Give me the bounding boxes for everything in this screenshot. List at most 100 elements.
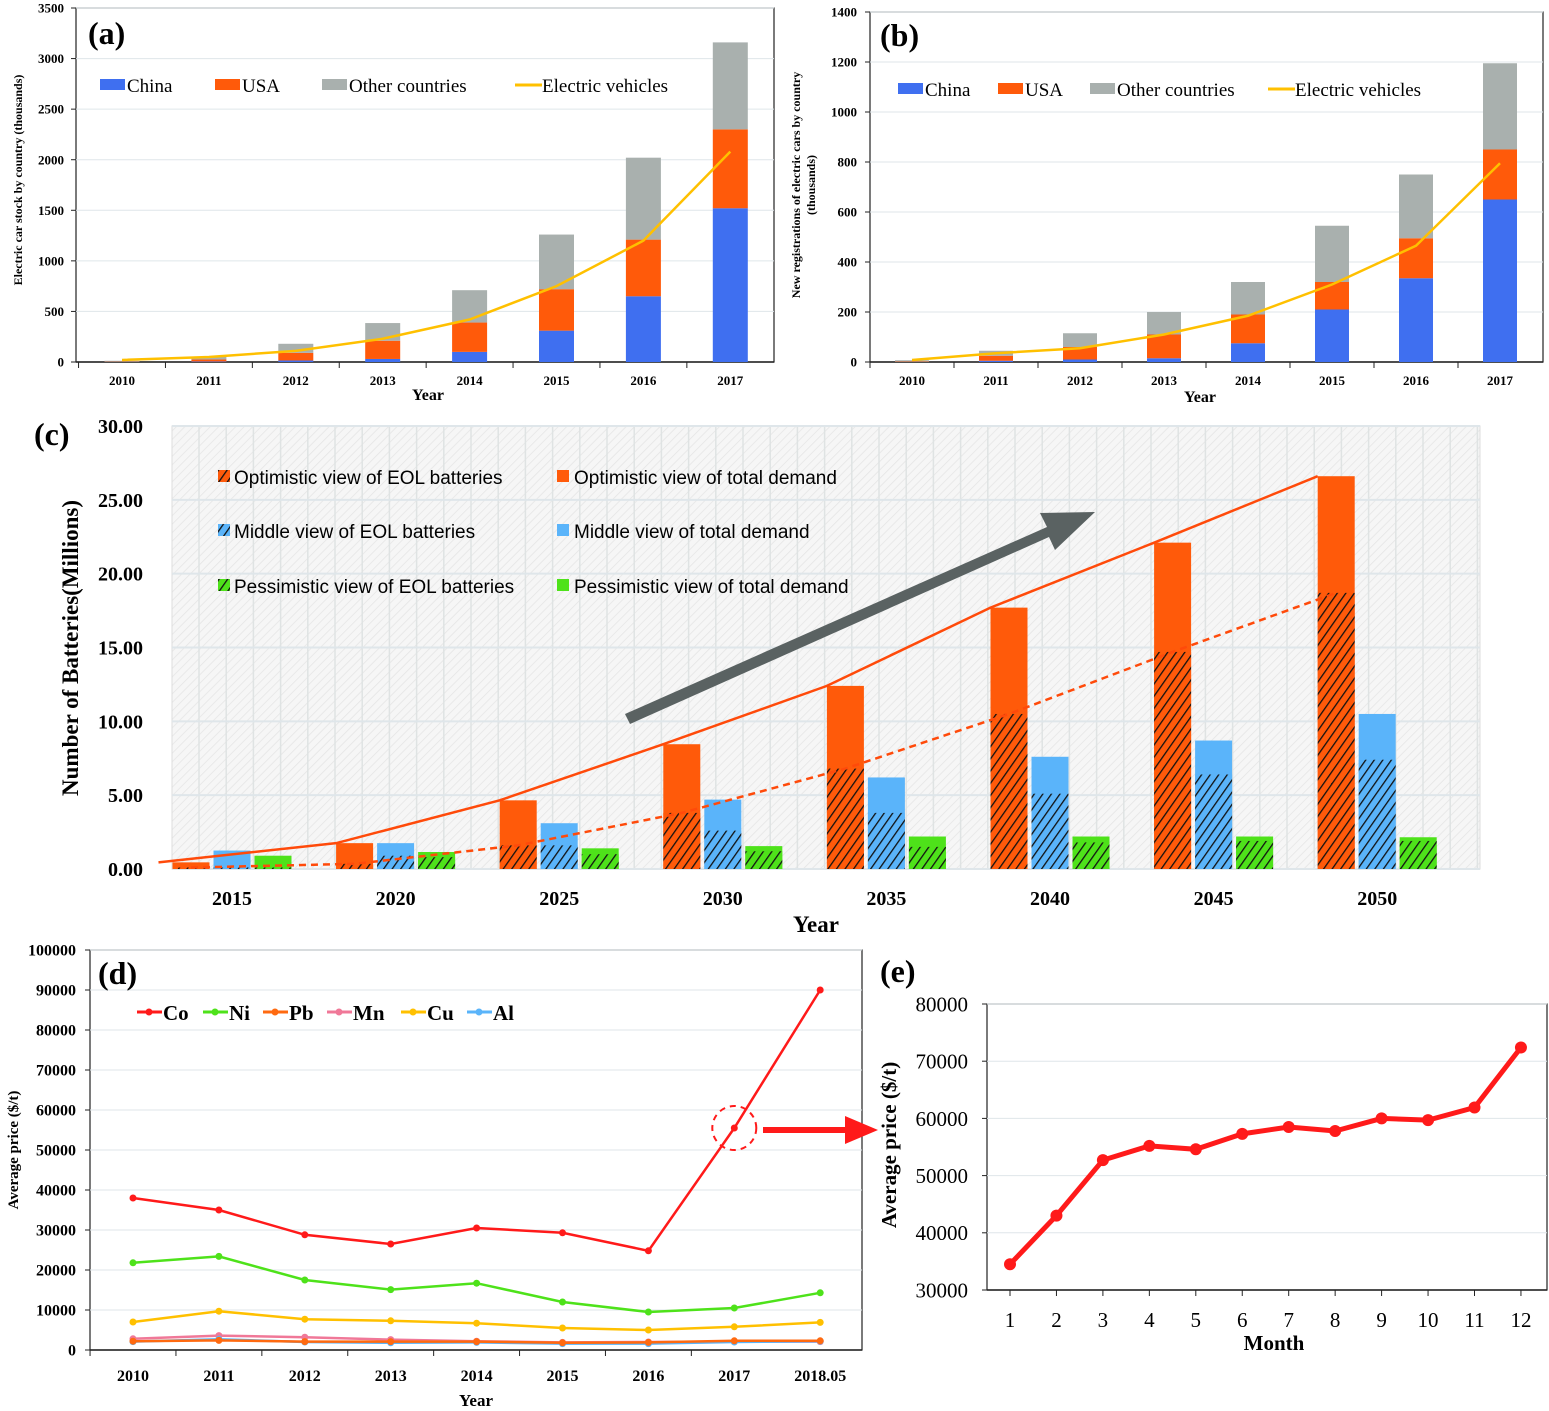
bar-eol-batteries (1072, 842, 1110, 869)
legend-label: Pessimistic view of total demand (574, 577, 849, 598)
data-point (1375, 1112, 1388, 1125)
bar-eol-batteries (213, 867, 251, 869)
bar-other-countries (1231, 282, 1265, 315)
y-tick-label: 50000 (916, 1164, 969, 1188)
bar-eol-batteries (1358, 759, 1396, 869)
data-point (301, 1315, 309, 1323)
data-point (1468, 1101, 1481, 1114)
x-tick-label: 2020 (376, 888, 416, 910)
data-point (1422, 1114, 1435, 1127)
data-point (129, 1194, 137, 1202)
y-tick-label: 3500 (38, 1, 64, 16)
data-point (387, 1286, 395, 1294)
bar-total-demand (254, 855, 292, 869)
y-tick-label: 90000 (36, 983, 76, 1000)
legend-swatch (998, 83, 1023, 94)
legend-label: Electric vehicles (542, 76, 668, 97)
bar-eol-batteries (1195, 774, 1233, 869)
bar-other-countries (1063, 333, 1097, 347)
legend-label: Co (163, 1001, 189, 1025)
x-tick-label: 2011 (203, 1368, 234, 1385)
bar-eol-batteries (418, 857, 456, 869)
bar-other-countries (1315, 225, 1349, 282)
y-tick-label: 70000 (916, 1050, 969, 1074)
bar-eol-batteries (867, 812, 905, 869)
bar-china (625, 296, 661, 362)
x-tick-label: 2030 (703, 888, 743, 910)
legend-label: Mn (353, 1001, 385, 1025)
data-point (816, 1337, 824, 1345)
legend-marker (409, 1008, 417, 1016)
x-tick-label: 2012 (289, 1368, 321, 1385)
y-tick-label: 0 (851, 355, 858, 370)
x-tick-label: 9 (1376, 1308, 1387, 1332)
data-point (644, 1247, 652, 1255)
y-axis-title: Number of Batteries(Millions) (58, 500, 83, 796)
y-axis-title: Electric car stock by country (thousands… (11, 75, 25, 286)
y-tick-label: 200 (838, 305, 858, 320)
x-tick-label: 2018.05 (794, 1368, 846, 1385)
data-point (1514, 1041, 1527, 1054)
y-tick-label: 0 (58, 355, 65, 370)
y-tick-label: 1000 (831, 105, 857, 120)
y-axis-title: Average price ($/t) (6, 1091, 22, 1210)
legend-label: Optimistic view of EOL batteries (234, 468, 503, 489)
data-point (559, 1229, 566, 1237)
x-tick-label: 2011 (983, 373, 1008, 388)
data-point (301, 1276, 309, 1284)
data-point (559, 1298, 566, 1306)
data-point (215, 1307, 223, 1315)
bar-eol-batteries (499, 845, 537, 869)
data-point (215, 1206, 223, 1214)
data-point (1236, 1127, 1249, 1140)
legend-swatch (557, 524, 569, 536)
data-point (473, 1279, 481, 1287)
y-tick-label: 20.00 (98, 564, 143, 586)
bar-china (979, 360, 1013, 362)
legend-label: Pessimistic view of EOL batteries (234, 577, 514, 598)
data-point (473, 1224, 481, 1232)
y-tick-label: 30.00 (98, 416, 143, 438)
legend-swatch (557, 470, 569, 482)
bar-other-countries (1147, 312, 1181, 335)
x-tick-label: 2014 (1235, 373, 1262, 388)
x-tick-label: 2016 (632, 1368, 664, 1385)
legend-swatch (1090, 83, 1115, 94)
bar-other-countries (191, 356, 227, 360)
y-tick-label: 10.00 (98, 711, 143, 733)
x-tick-label: 2014 (461, 1368, 493, 1385)
legend-swatch (100, 79, 125, 90)
bar-eol-batteries (336, 863, 374, 869)
legend-marker (145, 1008, 153, 1016)
highlight-arrow-icon (845, 1116, 878, 1144)
x-tick-label: 2035 (866, 888, 906, 910)
bar-eol-batteries (1399, 840, 1437, 869)
bar-eol-batteries (1236, 840, 1274, 869)
growth-arrow-icon (625, 512, 1095, 724)
x-axis-title: Month (1244, 1331, 1305, 1355)
x-tick-label: 4 (1144, 1308, 1155, 1332)
bar-other-countries (452, 290, 488, 323)
x-tick-label: 2010 (899, 373, 925, 388)
x-tick-label: 2050 (1357, 888, 1397, 910)
y-tick-label: 30000 (36, 1223, 76, 1240)
x-axis-title: Year (1184, 389, 1216, 406)
legend-marker (211, 1008, 219, 1016)
y-tick-label: 3000 (38, 51, 64, 66)
legend-label: USA (242, 76, 280, 97)
data-point (730, 1323, 738, 1331)
bar-china (1231, 343, 1265, 362)
x-tick-label: 2017 (717, 373, 744, 388)
series-line-co (1008, 1045, 1523, 1266)
legend-label: Middle view of EOL batteries (234, 522, 475, 543)
data-point (129, 1318, 137, 1326)
x-tick-label: 2 (1051, 1308, 1062, 1332)
legend-label: Cu (427, 1001, 454, 1025)
y-tick-label: 60000 (916, 1107, 969, 1131)
x-tick-label: 2016 (630, 373, 657, 388)
legend-label: China (127, 76, 173, 97)
ev-line (121, 150, 732, 362)
data-point (129, 1337, 137, 1345)
bar-eol-batteries (826, 768, 864, 869)
